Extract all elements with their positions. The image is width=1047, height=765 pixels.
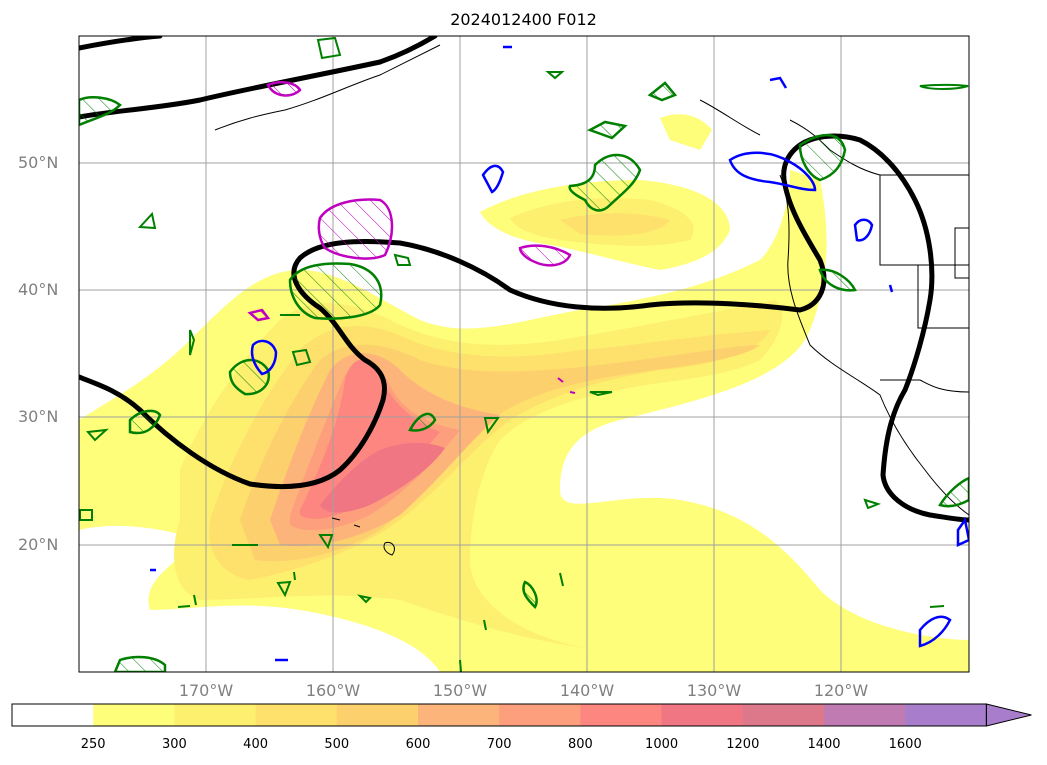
colorbar-segment <box>905 704 987 726</box>
colorbar-segment <box>661 704 744 726</box>
black-contours <box>79 36 969 523</box>
map-title: 2024012400 F012 <box>450 10 597 29</box>
green-small-contours <box>79 36 969 672</box>
colorbar-segment <box>336 704 419 726</box>
lon-label-140w: 140°W <box>559 681 615 700</box>
colorbar-segment <box>93 704 175 726</box>
magenta-contours <box>247 81 572 322</box>
lon-label-150w: 150°W <box>432 681 488 700</box>
lon-label-170w: 170°W <box>178 681 234 700</box>
lat-label-30n: 30°N <box>18 407 59 426</box>
lon-label-130w: 130°W <box>686 681 742 700</box>
colorbar-tick-label: 1400 <box>807 737 841 752</box>
colorbar-segment <box>580 704 663 726</box>
lat-label-50n: 50°N <box>18 153 59 172</box>
colorbar-outline <box>11 703 987 727</box>
colorbar-tick-label: 1200 <box>726 737 760 752</box>
colorbar-tick-label: 500 <box>324 737 350 752</box>
colorbar-segment <box>255 704 338 726</box>
graticule <box>79 36 969 672</box>
ivt-fill-1000 <box>320 442 445 513</box>
magenta-small <box>557 377 576 394</box>
colorbar-tick-label: 600 <box>405 737 431 752</box>
colorbar-segment <box>499 704 581 726</box>
colorbar-tick-label: 250 <box>80 737 106 752</box>
colorbar-segment <box>12 704 94 726</box>
lat-label-20n: 20°N <box>18 535 59 554</box>
coastlines <box>214 44 969 556</box>
plot-area <box>79 36 969 672</box>
lat-label-40n: 40°N <box>18 280 59 299</box>
colorbar-tick-label: 300 <box>161 737 187 752</box>
colorbar-segment <box>174 704 257 726</box>
colorbar-segment <box>742 704 825 726</box>
colorbar <box>11 703 1032 727</box>
colorbar-tick-label: 400 <box>243 737 268 752</box>
green-contours <box>79 81 969 672</box>
blue-contours <box>150 45 969 662</box>
colorbar-extend-arrow <box>985 703 1032 727</box>
plot-border <box>78 35 970 673</box>
colorbar-tick-label: 1000 <box>645 737 679 752</box>
colorbar-tick-label: 1600 <box>888 737 922 752</box>
colorbar-tick-label: 800 <box>567 737 593 752</box>
lon-label-160w: 160°W <box>305 681 361 700</box>
colorbar-segment <box>824 704 906 726</box>
colorbar-tick-label: 700 <box>486 737 512 752</box>
lon-label-120w: 120°W <box>813 681 869 700</box>
colorbar-segment <box>418 704 500 726</box>
ivt-fill-800 <box>300 359 440 519</box>
